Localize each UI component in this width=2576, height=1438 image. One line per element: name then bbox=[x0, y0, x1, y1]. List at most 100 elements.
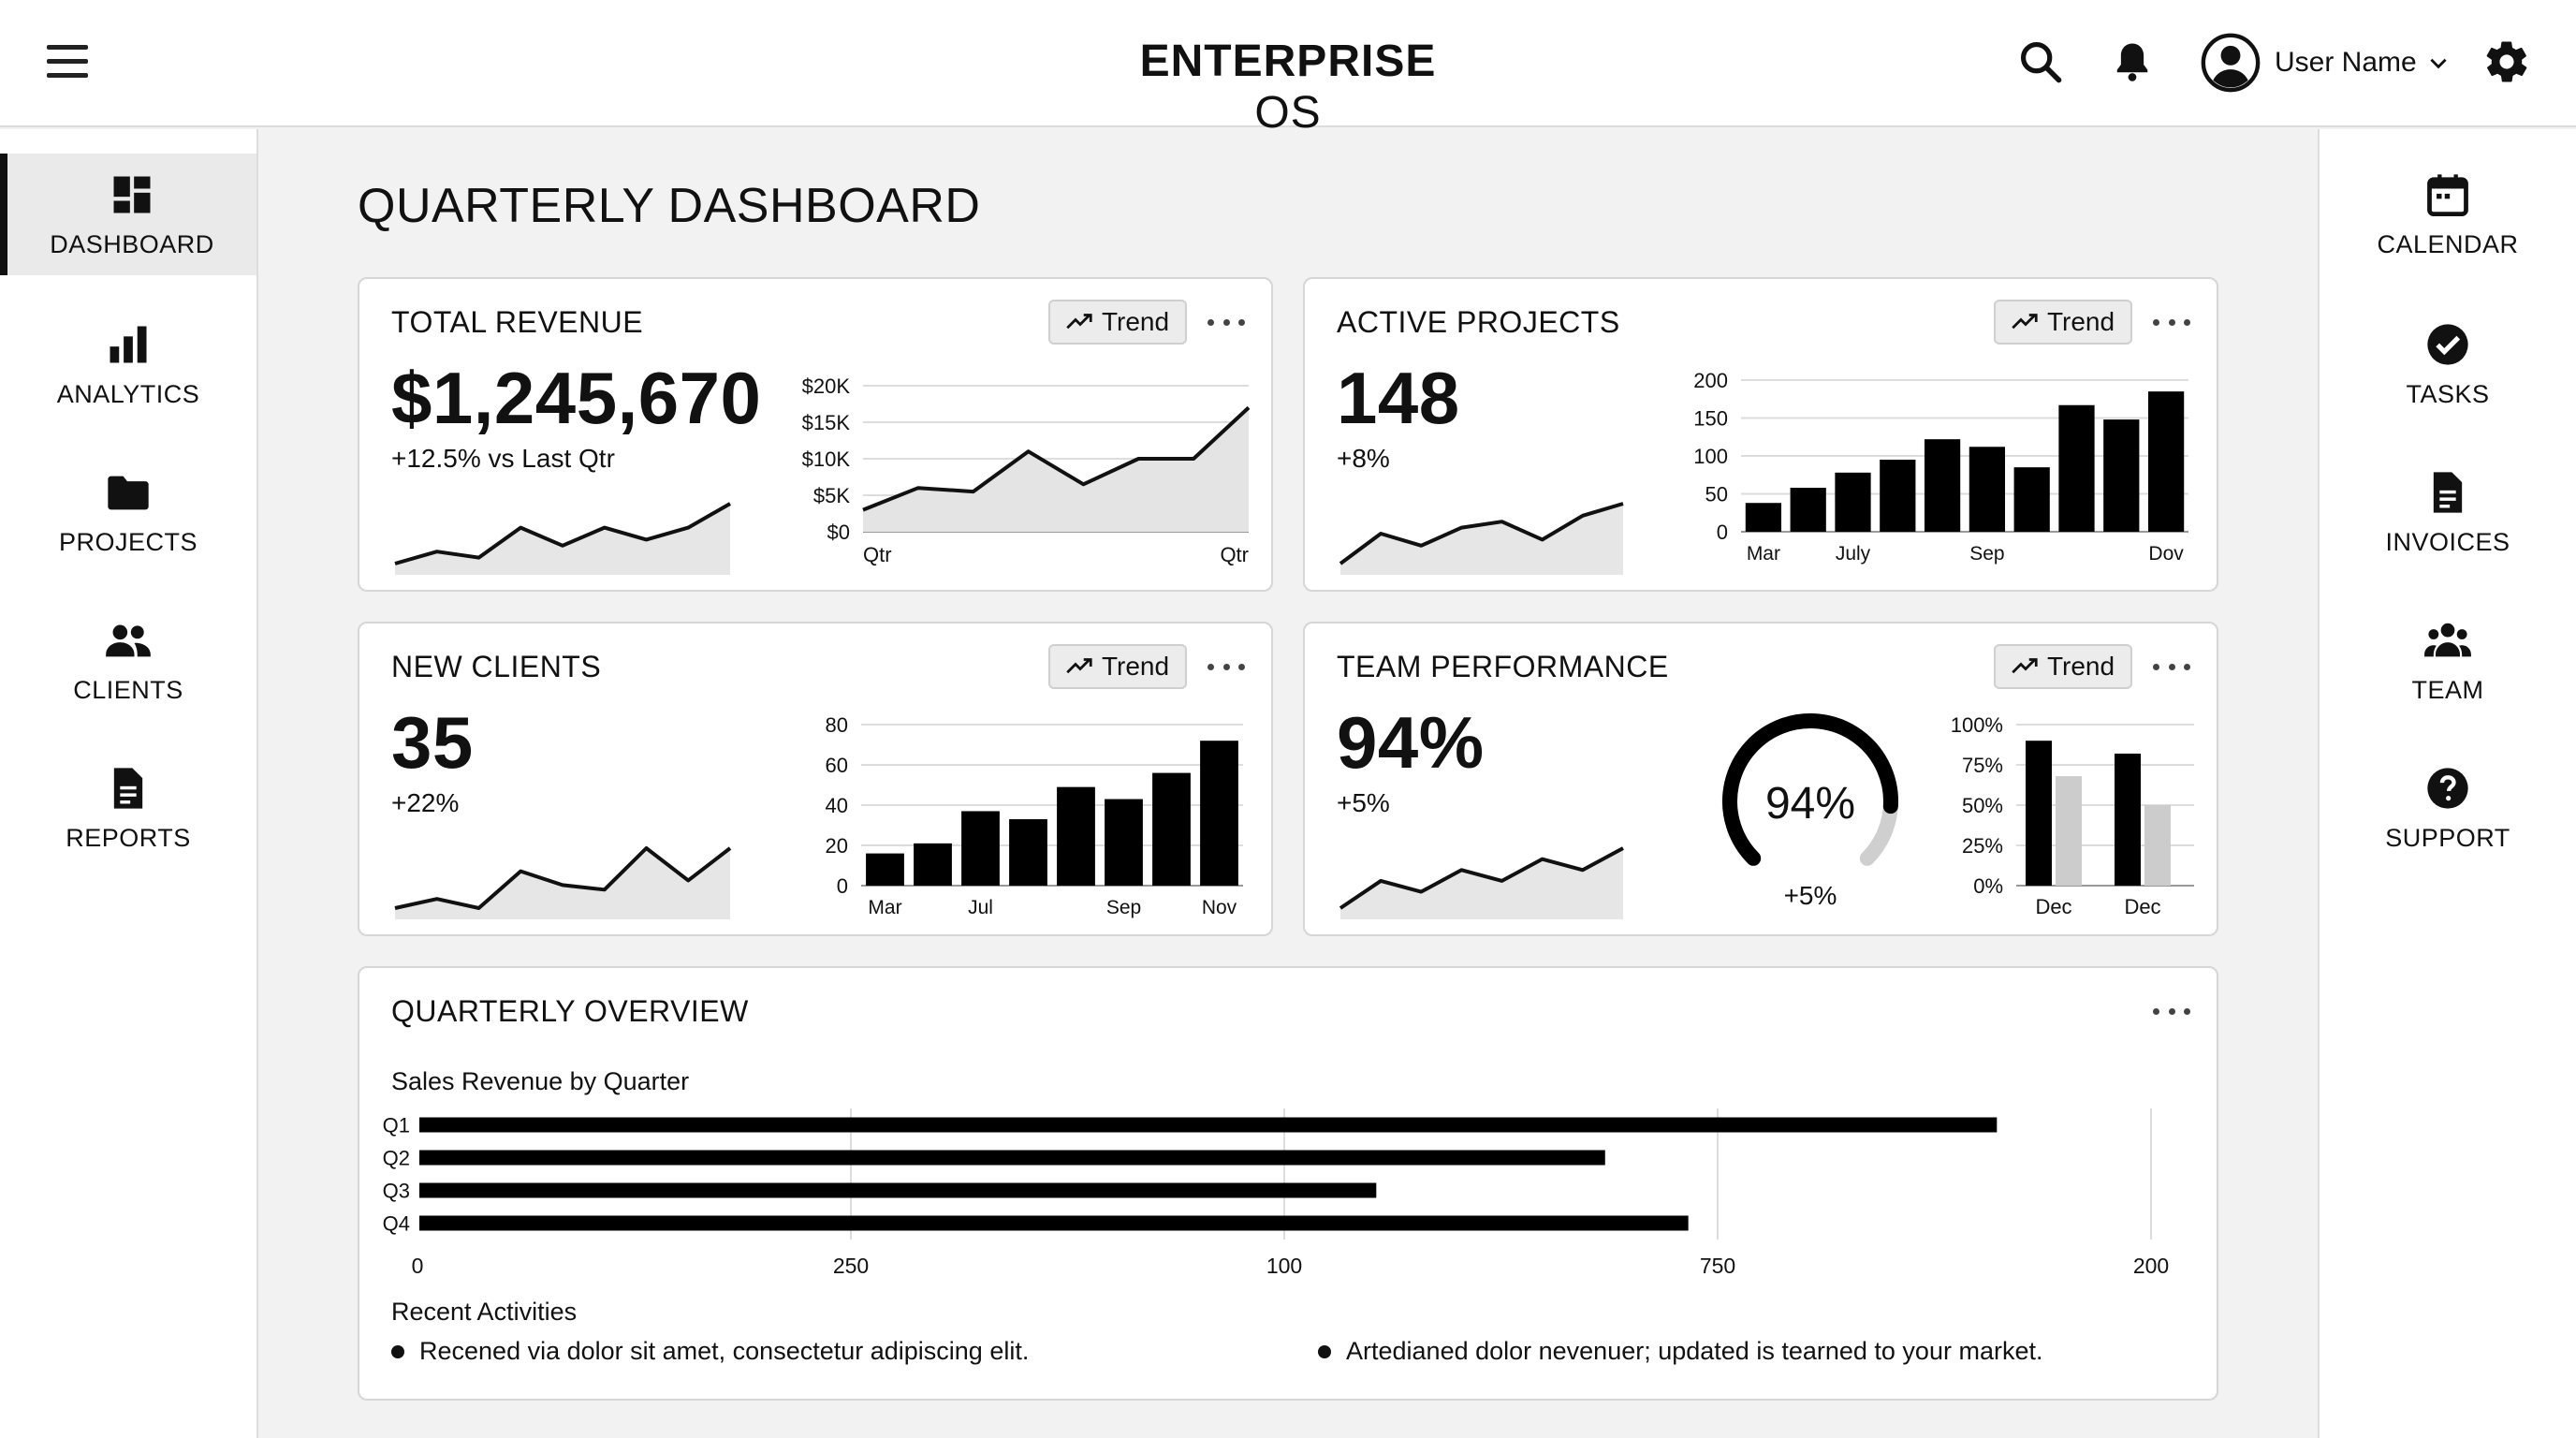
sidebar-item-tasks[interactable]: TASKS bbox=[2320, 303, 2576, 425]
card-title: ACTIVE PROJECTS bbox=[1337, 305, 1620, 339]
sidebar-item-label: TEAM bbox=[2411, 675, 2484, 704]
sidebar-item-label: ANALYTICS bbox=[56, 379, 200, 408]
y-tick-label: 100% bbox=[1951, 713, 2003, 737]
bar bbox=[1969, 447, 2006, 532]
search-icon[interactable] bbox=[2016, 37, 2065, 86]
dashboard-icon bbox=[113, 176, 151, 213]
bullet-icon bbox=[391, 1344, 404, 1358]
bar bbox=[419, 1117, 1998, 1133]
overview-chart: 0 250 100 750 200 Q1 Q2 Q3 Q4 bbox=[383, 1108, 2169, 1278]
sidebar-item-support[interactable]: SUPPORT bbox=[2320, 747, 2576, 869]
new-clients-card: NEW CLIENTS Trend 35 +22% 80 60 40 20 0 Mar Ju… bbox=[358, 622, 1273, 936]
sidebar-left: DASHBOARD ANALYTICS PROJECTS CLIENTS REP… bbox=[0, 129, 258, 1438]
sidebar-right: CALENDAR TASKS INVOICES TEAM SUPPORT bbox=[2318, 129, 2576, 1438]
y-tick-label: 50% bbox=[1962, 794, 2003, 817]
sidebar-item-clients[interactable]: CLIENTS bbox=[0, 599, 256, 721]
bar bbox=[1057, 786, 1095, 886]
trending-up-icon bbox=[1066, 314, 1092, 330]
x-tick-label: 100 bbox=[1266, 1254, 1302, 1278]
sparkline-area bbox=[395, 848, 730, 919]
hamburger-menu-icon[interactable] bbox=[47, 45, 88, 79]
sidebar-item-invoices[interactable]: INVOICES bbox=[2320, 451, 2576, 573]
y-tick-label: 80 bbox=[826, 713, 848, 737]
y-tick-label: 60 bbox=[826, 754, 848, 777]
help-icon bbox=[2427, 767, 2468, 809]
x-tick-label: Dov bbox=[2148, 543, 2184, 565]
y-tick-label: 25% bbox=[1962, 834, 2003, 858]
y-tick-label: 200 bbox=[1693, 369, 1728, 392]
sidebar-item-analytics[interactable]: ANALYTICS bbox=[0, 303, 256, 425]
sidebar-item-label: CLIENTS bbox=[73, 675, 183, 704]
bar bbox=[2115, 753, 2141, 886]
avatar-icon bbox=[2201, 33, 2261, 93]
sidebar-item-calendar[interactable]: CALENDAR bbox=[2320, 154, 2576, 275]
trend-button[interactable]: Trend bbox=[1994, 300, 2132, 345]
bar bbox=[2144, 805, 2171, 886]
gear-icon[interactable] bbox=[2482, 37, 2531, 86]
bar bbox=[2056, 776, 2082, 886]
sparkline-line bbox=[1339, 846, 1624, 910]
revenue-value: $1,245,670 bbox=[391, 357, 762, 439]
gauge-value: 94% bbox=[1765, 779, 1855, 829]
sidebar-item-label: DASHBOARD bbox=[50, 229, 214, 258]
y-tick-label: $5K bbox=[813, 484, 850, 507]
sidebar-item-team[interactable]: TEAM bbox=[2320, 599, 2576, 721]
more-options-icon[interactable] bbox=[1208, 305, 1245, 339]
projects-sparkline bbox=[1339, 502, 1624, 575]
y-tick-label: 40 bbox=[826, 794, 848, 817]
card-title: QUARTERLY OVERVIEW bbox=[391, 994, 749, 1028]
trending-up-icon bbox=[2012, 314, 2038, 330]
bar bbox=[1835, 472, 1871, 532]
gauge-fill bbox=[1722, 713, 1898, 866]
sidebar-item-label: SUPPORT bbox=[2385, 823, 2510, 852]
x-tick-label: Sep bbox=[1969, 543, 2004, 565]
sidebar-item-dashboard[interactable]: DASHBOARD bbox=[0, 154, 256, 275]
brand-logo: ENTERPRISE OS bbox=[1123, 36, 1453, 139]
clients-sparkline bbox=[394, 846, 732, 919]
total-revenue-card: TOTAL REVENUE Trend $1,245,670 +12.5% vs… bbox=[358, 277, 1273, 592]
sidebar-item-projects[interactable]: PROJECTS bbox=[0, 451, 256, 573]
trending-up-icon bbox=[2012, 658, 2038, 674]
sidebar-item-label: CALENDAR bbox=[2377, 229, 2519, 258]
y-tick-label: 0 bbox=[1717, 521, 1728, 544]
clients-value: 35 bbox=[391, 701, 474, 784]
trend-button[interactable]: Trend bbox=[1994, 644, 2132, 689]
bar bbox=[1924, 439, 1961, 532]
y-tick-label: 150 bbox=[1693, 407, 1728, 431]
revenue-delta: +12.5% vs Last Qtr bbox=[391, 444, 615, 473]
chevron-down-icon bbox=[2430, 58, 2447, 69]
brand-bold: ENTERPRISE bbox=[1139, 37, 1437, 86]
more-options-icon[interactable] bbox=[2153, 305, 2190, 339]
bar bbox=[2026, 741, 2052, 886]
trend-label: Trend bbox=[2046, 307, 2115, 336]
team-gauge: 94% +5% bbox=[1722, 713, 1898, 910]
bar bbox=[1009, 819, 1047, 886]
bar bbox=[914, 843, 952, 886]
bar bbox=[2013, 467, 2050, 532]
x-tick-label: 200 bbox=[2133, 1254, 2169, 1278]
user-name: User Name bbox=[2275, 47, 2417, 78]
activity-item: Artedianed dolor nevenuer; updated is te… bbox=[1318, 1337, 2042, 1366]
team-value: 94% bbox=[1337, 701, 1485, 784]
sidebar-item-label: TASKS bbox=[2406, 379, 2490, 408]
trend-button[interactable]: Trend bbox=[1048, 644, 1187, 689]
more-options-icon[interactable] bbox=[2153, 994, 2190, 1028]
bell-icon[interactable] bbox=[2108, 37, 2157, 86]
card-title: TOTAL REVENUE bbox=[391, 305, 644, 339]
x-tick-label: July bbox=[1836, 543, 1871, 565]
bar bbox=[2103, 419, 2140, 532]
more-options-icon[interactable] bbox=[2153, 650, 2190, 683]
bar bbox=[419, 1182, 1377, 1198]
sidebar-item-reports[interactable]: REPORTS bbox=[0, 747, 256, 869]
x-tick-label: 750 bbox=[1700, 1254, 1735, 1278]
brand-light: OS bbox=[1254, 88, 1322, 138]
trend-button[interactable]: Trend bbox=[1048, 300, 1187, 345]
bar bbox=[2147, 391, 2185, 532]
activity-text: Artedianed dolor nevenuer; updated is te… bbox=[1346, 1337, 2043, 1365]
user-menu[interactable]: User Name bbox=[2200, 30, 2451, 95]
revenue-chart: $20K $15K $10K $5K $0 Qtr Qtr bbox=[802, 374, 1251, 566]
calendar-icon bbox=[2427, 173, 2468, 216]
y-tick-label: 75% bbox=[1962, 754, 2003, 777]
activity-item: Recened via dolor sit amet, consectetur … bbox=[391, 1337, 1029, 1366]
more-options-icon[interactable] bbox=[1208, 650, 1245, 683]
